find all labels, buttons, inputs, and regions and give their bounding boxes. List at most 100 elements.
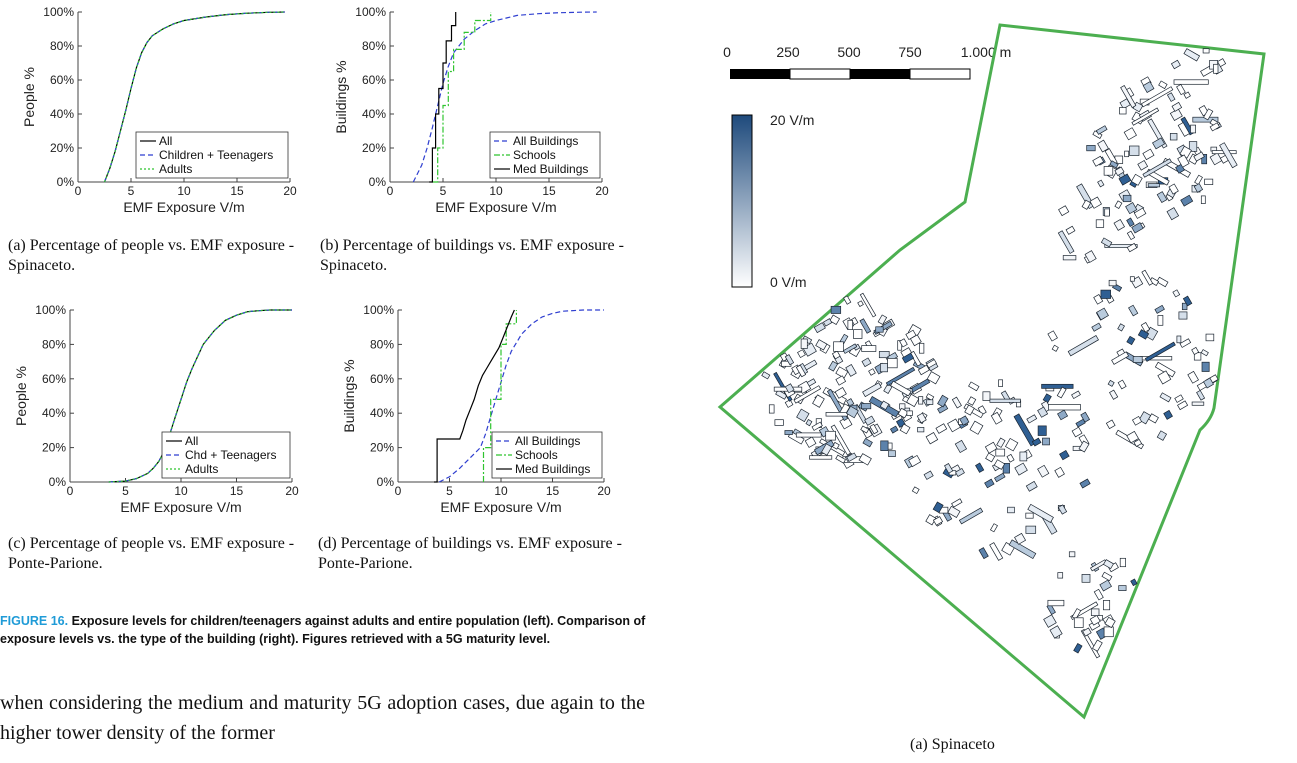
ytick-label: 60% <box>50 73 74 87</box>
building-footprint <box>947 505 961 518</box>
ytick-label: 100% <box>355 5 386 19</box>
building-footprint <box>1137 329 1150 340</box>
building-footprint <box>954 439 968 454</box>
building-footprint <box>1071 426 1083 438</box>
building-footprint <box>982 391 991 401</box>
building-footprint <box>1205 333 1215 342</box>
building-footprint <box>1079 478 1091 489</box>
building-footprint <box>822 318 833 327</box>
caption-a: (a) Percentage of people vs. EMF exposur… <box>8 236 320 276</box>
building-footprint <box>1080 411 1091 423</box>
building-footprint <box>869 423 879 435</box>
building-footprint <box>831 350 841 360</box>
ytick-label: 20% <box>42 441 66 455</box>
series-line-adults <box>108 309 292 483</box>
building-footprint <box>1125 202 1138 215</box>
caption-b-label: (b) <box>320 237 339 254</box>
building-footprint <box>835 375 847 386</box>
xtick-label: 20 <box>597 484 611 498</box>
series-line-med-buildings <box>434 309 515 483</box>
building-footprint <box>784 430 793 435</box>
building-footprint <box>944 463 954 474</box>
building-footprint <box>1082 627 1092 637</box>
building-footprint <box>937 404 949 414</box>
xtick-label: 10 <box>489 184 503 198</box>
ytick-label: 20% <box>370 441 394 455</box>
building-footprint <box>1109 160 1119 169</box>
figure-caption: FIGURE 16. Exposure levels for children/… <box>0 612 650 648</box>
building-footprint <box>815 339 828 351</box>
building-footprint <box>825 430 836 441</box>
building-footprint <box>861 357 872 368</box>
building-footprint <box>1025 480 1038 492</box>
building-footprint <box>1027 503 1054 523</box>
building-footprint <box>1108 279 1117 287</box>
building-footprint <box>1201 361 1210 372</box>
building-footprint <box>1067 335 1099 357</box>
building-footprint <box>1193 151 1205 162</box>
building-footprint <box>937 394 949 408</box>
building-footprint <box>1203 108 1214 121</box>
building-footprint <box>958 507 984 525</box>
building-footprint <box>899 338 908 348</box>
building-footprint <box>923 470 934 480</box>
building-footprint <box>1130 578 1138 587</box>
building-footprint <box>1005 437 1019 452</box>
building-footprint <box>1169 108 1183 121</box>
building-footprint <box>1132 415 1143 426</box>
building-footprint <box>862 437 873 448</box>
ytick-label: 0% <box>369 175 387 189</box>
building-footprint <box>1065 225 1076 235</box>
building-footprint <box>1100 289 1111 299</box>
ytick-label: 0% <box>49 475 67 489</box>
ytick-label: 60% <box>370 372 394 386</box>
building-footprint <box>1174 394 1184 403</box>
ytick-label: 100% <box>35 303 66 317</box>
building-footprint <box>1144 341 1176 362</box>
building-footprint <box>1095 125 1108 135</box>
building-footprint <box>1118 173 1132 186</box>
building-footprint <box>951 498 963 508</box>
building-footprint <box>1042 437 1050 446</box>
ytick-label: 100% <box>43 5 74 19</box>
chart-a-svg: 0% 20% 40% 60% 80% 100% 0 5 10 15 20 EMF Exposure V… <box>21 5 297 215</box>
series-line-adults <box>103 11 285 183</box>
building-footprint <box>1142 81 1155 93</box>
xtick-label: 5 <box>446 484 453 498</box>
ytick-label: 80% <box>50 39 74 53</box>
building-footprint <box>1086 145 1096 152</box>
building-footprint <box>1183 48 1201 62</box>
building-footprint <box>1142 148 1155 161</box>
building-footprint <box>862 382 882 398</box>
chart-d: 0% 20% 40% 60% 80% 100% 0 5 10 15 20 EMF Exposure V… <box>326 300 636 525</box>
building-footprint <box>821 443 833 456</box>
building-footprint <box>906 410 913 416</box>
building-footprint <box>888 450 896 457</box>
building-footprint <box>1101 571 1113 582</box>
legend-entry: All <box>185 434 198 448</box>
building-footprint <box>1049 625 1063 639</box>
building-footprint <box>1014 462 1028 476</box>
building-footprint <box>1156 430 1168 441</box>
building-footprint <box>805 419 813 427</box>
chart-b-svg: 0% 20% 40% 60% 80% 100% 0 5 10 15 20 EMF Exposure V… <box>333 5 609 215</box>
building-footprint <box>1002 463 1010 474</box>
building-footprint <box>909 350 922 367</box>
building-footprint <box>1113 218 1125 231</box>
building-footprint <box>859 292 877 318</box>
building-footprint <box>916 412 927 424</box>
building-footprint <box>809 455 833 460</box>
building-footprint <box>1054 466 1065 478</box>
building-footprint <box>1213 63 1219 74</box>
building-footprint <box>833 341 844 352</box>
building-footprint <box>1156 191 1168 204</box>
building-footprint <box>1099 579 1112 592</box>
building-footprint <box>1196 389 1206 401</box>
xtick-label: 15 <box>542 184 556 198</box>
building-footprint <box>1158 80 1168 90</box>
y-axis-label: People % <box>21 67 37 127</box>
building-footprint <box>911 486 920 495</box>
series-line-all-buildings <box>412 11 597 183</box>
xtick-label: 0 <box>387 184 394 198</box>
